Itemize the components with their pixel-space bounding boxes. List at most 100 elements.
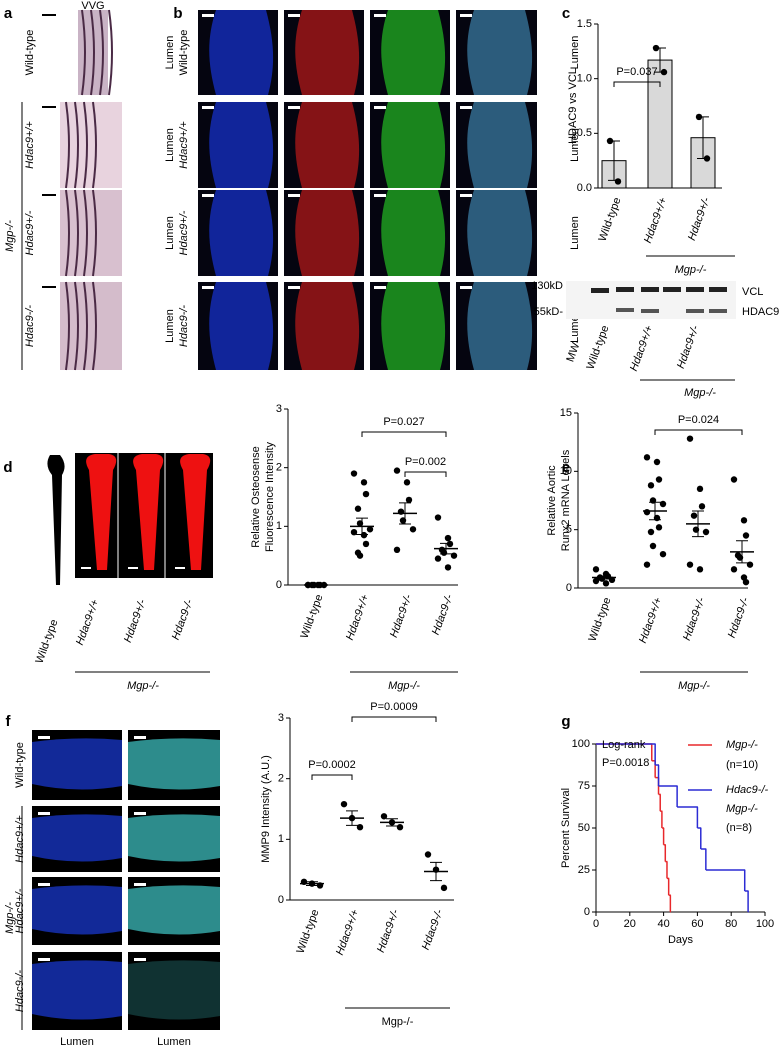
group-label: Mgp-/- — [388, 680, 420, 692]
row-label: Hdac9-/- — [24, 305, 36, 348]
group-label: Mgp-/- — [4, 902, 16, 934]
x-tick-label: Hdac9+/+ — [642, 195, 670, 244]
y-tick-label: 0 — [584, 906, 590, 918]
tissue-fiber — [65, 281, 70, 371]
y-tick-label: 1.0 — [577, 73, 592, 85]
y-tick-label: 5 — [566, 524, 572, 536]
bracket — [654, 429, 743, 435]
data-point — [348, 814, 356, 822]
band-label: HDAC9 — [742, 306, 779, 318]
x-tick-label: Hdac9+/- — [375, 908, 402, 955]
data-point — [350, 470, 358, 477]
group-label: Mgp-/- — [127, 680, 159, 692]
scale-bar — [128, 567, 138, 569]
data-point — [308, 880, 316, 887]
lumen-label: Lumen — [164, 128, 176, 162]
tissue — [32, 814, 122, 862]
tissue — [381, 102, 446, 188]
axis-title: Percent Survival — [560, 788, 572, 868]
data-point — [655, 476, 663, 483]
data-point — [362, 540, 370, 548]
group-label: Mgp-/- — [382, 1016, 414, 1028]
tissue — [32, 960, 122, 1020]
lane-label: Hdac9+/- — [122, 598, 149, 645]
scale-bar — [374, 106, 386, 109]
data-point — [703, 155, 711, 162]
row-label: Hdac9+/+ — [24, 121, 36, 169]
scale-bar — [134, 958, 146, 961]
data-point — [300, 878, 308, 885]
row-label: Hdac9-/- — [14, 970, 26, 1013]
x-tick-label: Wild-type — [597, 196, 624, 243]
panel-letter: b — [173, 5, 182, 22]
tissue — [295, 10, 360, 95]
image — [60, 190, 122, 276]
x-tick-label: Hdac9+/+ — [637, 595, 665, 644]
band — [709, 287, 727, 292]
tissue-fiber — [74, 281, 79, 371]
band — [616, 287, 634, 292]
band — [709, 309, 727, 313]
lane-label: Wild-type — [34, 618, 61, 665]
x-tick-label: 40 — [657, 918, 669, 930]
y-tick-label: 0.5 — [577, 127, 592, 139]
data-point — [380, 813, 388, 820]
scale-bar — [288, 14, 300, 17]
scale-bar — [134, 883, 146, 886]
panel-letter: f — [6, 713, 12, 730]
data-point — [659, 550, 667, 558]
data-point — [702, 528, 710, 536]
tissue-fiber — [74, 189, 79, 277]
mw-label: 55kD- — [534, 306, 564, 318]
scale-bar — [374, 14, 386, 17]
x-tick-label: Hdac9+/- — [388, 593, 415, 640]
scale-bar — [81, 567, 91, 569]
tissue — [128, 960, 220, 1020]
data-point — [434, 555, 442, 562]
group-label: Mgp-/- — [4, 220, 16, 252]
y-tick-label: 1 — [276, 520, 282, 532]
data-point — [396, 824, 404, 831]
axis-title: Relative Aortic — [546, 465, 558, 536]
x-tick-label: Hdac9-/- — [726, 596, 752, 640]
y-tick-label: 1 — [278, 833, 284, 845]
annotation: P=0.0018 — [602, 757, 649, 769]
row-label: Hdac9-/- — [178, 305, 190, 348]
x-tick-label: Hdac9+/- — [681, 596, 708, 643]
scale-bar — [460, 106, 472, 109]
bar — [647, 59, 673, 189]
data-point — [730, 476, 738, 483]
tissue — [381, 190, 446, 276]
data-point — [366, 526, 374, 533]
legend-label: Mgp-/- — [726, 739, 758, 751]
data-point — [652, 44, 660, 52]
band — [641, 287, 659, 292]
stain-label: VVG — [81, 0, 104, 12]
x-tick-label: Hdac9+/+ — [334, 907, 362, 956]
legend-label: Mgp-/- — [726, 803, 758, 815]
band — [641, 309, 659, 313]
tissue-fiber — [90, 9, 95, 96]
data-point — [405, 496, 413, 504]
data-point — [434, 514, 442, 521]
tissue — [128, 814, 220, 862]
bracket — [613, 81, 661, 87]
tissue-fiber — [83, 101, 88, 189]
data-point — [403, 479, 411, 486]
data-point — [647, 482, 655, 489]
band — [686, 287, 704, 292]
y-tick-label: 0 — [566, 582, 572, 594]
data-point — [592, 566, 600, 573]
mw-label: MW- — [564, 338, 583, 364]
tissue-fiber — [92, 101, 97, 189]
scale-bar — [42, 14, 56, 16]
data-point — [649, 542, 657, 550]
data-point — [340, 800, 348, 808]
lane-label: Hdac9+/+ — [74, 597, 102, 646]
data-point — [746, 561, 754, 568]
band — [663, 287, 681, 292]
tissue — [381, 282, 446, 370]
y-tick-label: 100 — [572, 738, 590, 750]
data-point — [643, 508, 651, 516]
panel-letter: c — [562, 5, 570, 22]
